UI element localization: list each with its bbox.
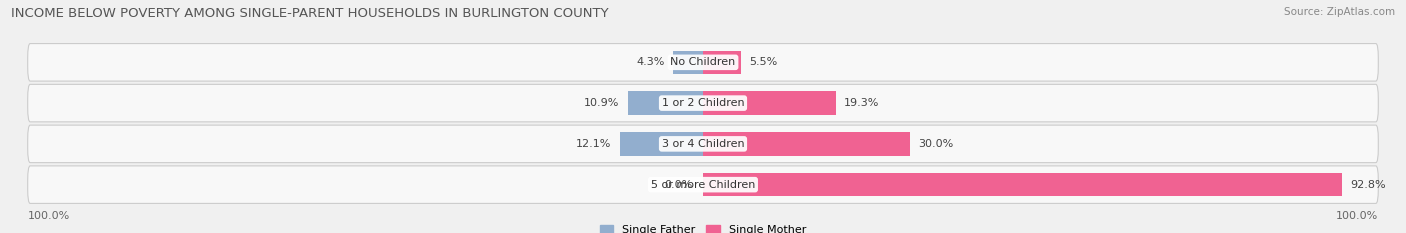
FancyBboxPatch shape — [28, 125, 1378, 163]
Text: 4.3%: 4.3% — [637, 57, 665, 67]
Bar — [703, 173, 1343, 196]
Text: 100.0%: 100.0% — [1336, 211, 1378, 221]
Text: 12.1%: 12.1% — [576, 139, 612, 149]
Text: 5 or more Children: 5 or more Children — [651, 180, 755, 190]
Text: INCOME BELOW POVERTY AMONG SINGLE-PARENT HOUSEHOLDS IN BURLINGTON COUNTY: INCOME BELOW POVERTY AMONG SINGLE-PARENT… — [11, 7, 609, 20]
Text: 0.0%: 0.0% — [665, 180, 693, 190]
Legend: Single Father, Single Mother: Single Father, Single Mother — [600, 225, 806, 233]
Text: 92.8%: 92.8% — [1351, 180, 1386, 190]
Text: Source: ZipAtlas.com: Source: ZipAtlas.com — [1284, 7, 1395, 17]
Text: 3 or 4 Children: 3 or 4 Children — [662, 139, 744, 149]
Bar — [703, 132, 910, 156]
Bar — [628, 91, 703, 115]
Bar — [673, 51, 703, 74]
Text: 5.5%: 5.5% — [749, 57, 778, 67]
Bar — [703, 51, 741, 74]
Text: 1 or 2 Children: 1 or 2 Children — [662, 98, 744, 108]
FancyBboxPatch shape — [28, 44, 1378, 81]
Bar — [620, 132, 703, 156]
Text: No Children: No Children — [671, 57, 735, 67]
FancyBboxPatch shape — [28, 84, 1378, 122]
Text: 100.0%: 100.0% — [28, 211, 70, 221]
Text: 19.3%: 19.3% — [844, 98, 880, 108]
Text: 10.9%: 10.9% — [585, 98, 620, 108]
Text: 30.0%: 30.0% — [918, 139, 953, 149]
Bar — [703, 91, 837, 115]
FancyBboxPatch shape — [28, 166, 1378, 203]
